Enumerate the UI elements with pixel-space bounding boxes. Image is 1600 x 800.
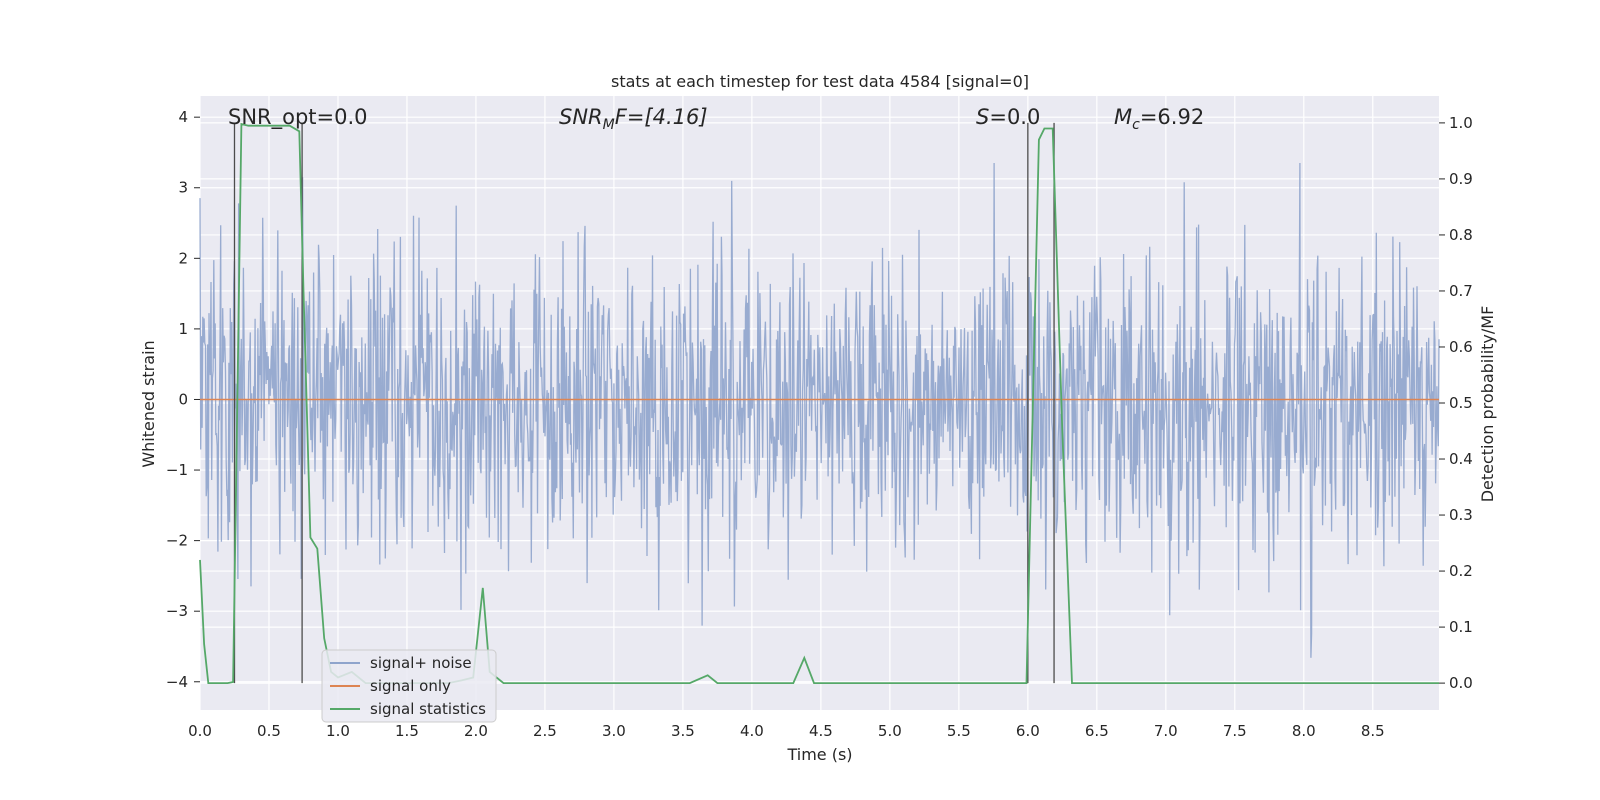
y-right-tick-label: 0.5 (1449, 394, 1473, 412)
x-tick-label: 2.0 (464, 722, 488, 740)
y-right-tick-label: 0.7 (1449, 282, 1473, 300)
x-tick-label: 0.0 (188, 722, 212, 740)
noise-series (199, 162, 1440, 658)
y-left-tick-label: 3 (178, 179, 188, 197)
noise-line (199, 162, 1440, 658)
annotation-snr-opt: SNR_opt=0.0 (228, 105, 368, 130)
y-axis-right-label: Detection probability/MF (1478, 306, 1497, 503)
y-left-tick-label: 0 (178, 390, 188, 408)
y-right-tick-label: 0.9 (1449, 170, 1473, 188)
legend-label-signal-only: signal only (370, 677, 451, 695)
axis-ticks: 0.0 0.5 1.0 1.5 2.0 2.5 3.0 3.5 4.0 4.5 5.0 5.5 6.0 6… (166, 108, 1473, 740)
x-tick-label: 7.0 (1154, 722, 1178, 740)
y-right-tick-label: 0.0 (1449, 674, 1473, 692)
y-left-tick-label: −4 (166, 673, 188, 691)
legend-label-statistics: signal statistics (370, 700, 486, 718)
y-left-tick-label: 1 (178, 320, 188, 338)
x-tick-label: 2.5 (533, 722, 557, 740)
y-left-tick-label: −1 (166, 461, 188, 479)
y-left-tick-label: −2 (166, 532, 188, 550)
y-right-tick-label: 0.1 (1449, 618, 1473, 636)
y-right-tick-label: 0.6 (1449, 338, 1473, 356)
legend-label-noise: signal+ noise (370, 654, 472, 672)
y-right-tick-label: 0.3 (1449, 506, 1473, 524)
chart-title: stats at each timestep for test data 458… (611, 72, 1029, 91)
annotation-mc-main: M (1114, 105, 1132, 129)
x-tick-label: 8.5 (1361, 722, 1385, 740)
x-tick-label: 6.5 (1085, 722, 1109, 740)
y-left-tick-label: −3 (166, 602, 188, 620)
annotation-snr-mf: SNRMF=[4.16] (559, 105, 708, 133)
annotation-mc-rest: =6.92 (1140, 105, 1204, 129)
x-tick-label: 6.0 (1016, 722, 1040, 740)
y-right-tick-label: 1.0 (1449, 114, 1473, 132)
annotation-snr-mf-main: SNR (559, 105, 603, 129)
x-tick-label: 3.0 (602, 722, 626, 740)
y-right-tick-label: 0.8 (1449, 226, 1473, 244)
x-tick-label: 4.5 (809, 722, 833, 740)
annotation-mc: Mc=6.92 (1114, 105, 1204, 133)
y-right-tick-label: 0.4 (1449, 450, 1473, 468)
y-right-tick-label: 0.2 (1449, 562, 1473, 580)
annotation-snr-mf-sub: M (603, 117, 615, 133)
legend: signal+ noise signal only signal statist… (321, 649, 497, 723)
y-axis-left-label: Whitened strain (139, 340, 158, 467)
annotation-snr-mf-rest: F=[4.16] (615, 105, 708, 129)
y-left-tick-label: 4 (178, 108, 188, 126)
x-tick-label: 1.0 (326, 722, 350, 740)
x-tick-label: 7.5 (1223, 722, 1247, 740)
x-tick-label: 4.0 (740, 722, 764, 740)
annotation-s-main: S (976, 105, 989, 129)
x-tick-label: 5.0 (878, 722, 902, 740)
x-axis-label: Time (s) (786, 745, 852, 764)
annotation-s: S=0.0 (976, 105, 1040, 129)
x-tick-label: 5.5 (947, 722, 971, 740)
annotation-mc-sub: c (1132, 117, 1140, 133)
y-left-tick-label: 2 (178, 249, 188, 267)
x-tick-label: 8.0 (1292, 722, 1316, 740)
annotation-s-rest: =0.0 (989, 105, 1040, 129)
x-tick-label: 3.5 (671, 722, 695, 740)
x-tick-label: 1.5 (395, 722, 419, 740)
x-tick-label: 0.5 (257, 722, 281, 740)
legend-box (321, 649, 497, 723)
